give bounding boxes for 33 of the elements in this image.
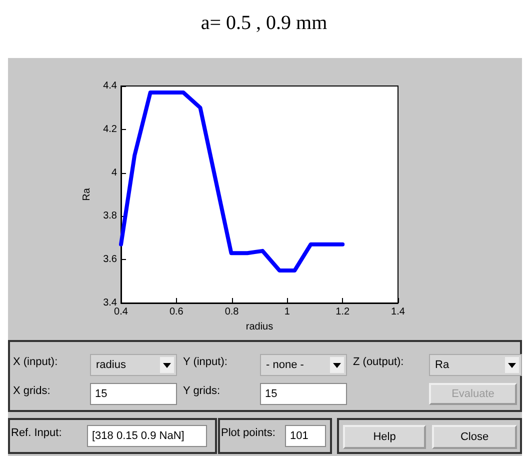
text: Help — [343, 425, 426, 449]
x-tick-label: 1.4 — [391, 306, 406, 318]
text: Evaluate — [429, 383, 517, 405]
x-tick-label: 0.6 — [169, 306, 184, 318]
x-tick-label: 0.4 — [114, 306, 128, 318]
text: X grids: — [13, 384, 52, 399]
text: Z (output): — [353, 355, 405, 370]
x-tick-label: 1.2 — [336, 306, 350, 318]
text: Close — [432, 425, 517, 449]
text: Y (input): — [183, 355, 228, 370]
x-axis-title: radius — [246, 321, 274, 332]
text: Y grids: — [183, 384, 222, 399]
text: 15 — [90, 383, 177, 405]
text: Plot points: — [221, 426, 276, 441]
line-series — [119, 90, 345, 272]
x-tick-label: 0.8 — [224, 306, 240, 318]
y-tick-label: 3.6 — [103, 254, 118, 266]
x-tick-label: 1 — [284, 306, 290, 318]
y-tick-label: 4 — [111, 167, 118, 178]
text: 101 — [285, 425, 326, 447]
text: radius — [96, 359, 126, 371]
text: - none - — [266, 359, 304, 371]
text: Ref. Input: — [11, 426, 63, 441]
y-tick-label: 4.2 — [103, 124, 118, 135]
y-tick-label: 3.8 — [103, 210, 118, 222]
y-tick-label: 4.4 — [103, 80, 118, 92]
text: X (input): — [13, 355, 59, 370]
chart-title: a= 0.5 , 0.9 mm — [200, 12, 328, 35]
y-tick-label: 3.4 — [103, 298, 118, 308]
text: 15 — [260, 383, 347, 405]
text: [318 0.15 0.9 NaN] — [87, 425, 207, 447]
text: Ra — [435, 359, 450, 371]
y-axis-title: Ra — [82, 188, 93, 201]
